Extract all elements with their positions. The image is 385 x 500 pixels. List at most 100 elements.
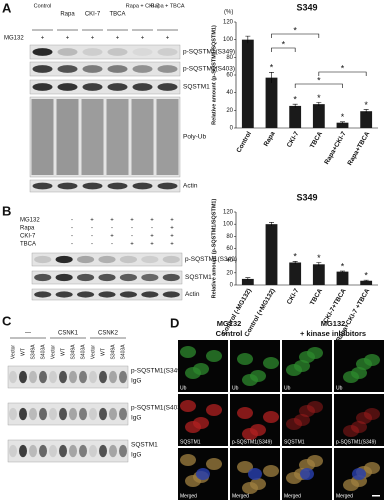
row-label: Rapa bbox=[20, 226, 35, 232]
cell bbox=[356, 358, 372, 370]
band bbox=[55, 255, 73, 264]
error-bar bbox=[340, 121, 345, 124]
y-tick-label: 120 bbox=[223, 210, 234, 216]
band bbox=[82, 65, 103, 73]
sign: + bbox=[130, 242, 134, 248]
error-bar bbox=[269, 72, 274, 83]
band bbox=[82, 83, 103, 91]
treatment-label: MG132 bbox=[4, 36, 24, 42]
band bbox=[57, 83, 78, 91]
lane-label: S403A bbox=[120, 344, 126, 360]
band bbox=[57, 48, 78, 56]
band bbox=[157, 83, 178, 91]
band bbox=[57, 182, 78, 190]
band bbox=[82, 182, 103, 190]
cell bbox=[185, 475, 201, 487]
igg-label: IgG bbox=[131, 452, 141, 459]
band bbox=[69, 370, 77, 384]
band bbox=[39, 407, 47, 421]
band bbox=[99, 444, 107, 458]
panel-label: C bbox=[2, 313, 12, 328]
cell bbox=[286, 364, 302, 376]
band bbox=[49, 407, 57, 421]
micrograph bbox=[334, 394, 384, 446]
error-bar bbox=[245, 35, 251, 44]
band bbox=[162, 255, 180, 264]
band bbox=[29, 407, 37, 421]
cell bbox=[242, 482, 258, 494]
band bbox=[119, 444, 127, 458]
band bbox=[32, 83, 53, 91]
bracket bbox=[318, 71, 367, 76]
lane-label: WT bbox=[60, 348, 66, 356]
x-tick-label: Rapa bbox=[263, 130, 277, 148]
band bbox=[98, 255, 116, 264]
blot-label: SQSTM1 bbox=[131, 442, 158, 449]
error-bar bbox=[269, 222, 274, 226]
micrograph-label: Merged bbox=[284, 493, 301, 499]
sign: + bbox=[116, 36, 120, 42]
band bbox=[32, 182, 53, 190]
band bbox=[141, 273, 159, 282]
blot bbox=[7, 439, 129, 463]
micrograph-label: Ub bbox=[284, 385, 291, 391]
group-label: — bbox=[25, 331, 31, 337]
significance: * bbox=[364, 271, 368, 281]
bracket bbox=[271, 33, 320, 38]
bracket-label: * bbox=[293, 25, 297, 35]
nucleus bbox=[300, 468, 314, 480]
sign: + bbox=[170, 234, 174, 240]
cell bbox=[263, 357, 279, 369]
band bbox=[98, 291, 116, 298]
band bbox=[99, 370, 107, 384]
error-bar bbox=[363, 279, 369, 282]
y-tick-label: 0 bbox=[230, 126, 234, 132]
sign: - bbox=[131, 234, 133, 240]
smear bbox=[131, 99, 154, 175]
sign: + bbox=[110, 234, 114, 240]
band bbox=[157, 48, 178, 56]
lane-label: S349A bbox=[70, 344, 76, 360]
blot bbox=[7, 365, 129, 389]
blot-label: p-SQSTM1(S349) bbox=[131, 368, 183, 375]
band bbox=[107, 48, 128, 56]
bracket bbox=[294, 83, 343, 88]
band bbox=[132, 48, 153, 56]
band bbox=[132, 83, 153, 91]
bar bbox=[360, 280, 373, 285]
band bbox=[49, 370, 57, 384]
sign: + bbox=[110, 218, 114, 224]
micrograph bbox=[282, 394, 332, 446]
cell bbox=[180, 454, 196, 466]
micrograph-label: Ub bbox=[180, 385, 187, 391]
band bbox=[119, 407, 127, 421]
band bbox=[132, 65, 153, 73]
band bbox=[32, 48, 53, 56]
cell bbox=[299, 351, 315, 363]
column-title: MG132 bbox=[217, 319, 242, 328]
column-title: MG132 bbox=[321, 319, 346, 328]
band bbox=[141, 255, 159, 264]
band bbox=[69, 407, 77, 421]
cell bbox=[237, 407, 253, 419]
significance: * bbox=[270, 63, 274, 73]
blot bbox=[29, 44, 181, 60]
sign: + bbox=[66, 36, 70, 42]
band bbox=[79, 370, 87, 384]
blot-label: SQSTM1 bbox=[185, 274, 212, 281]
sign: - bbox=[91, 242, 93, 248]
error-bar bbox=[245, 277, 251, 281]
blot-label: SQSTM1 bbox=[183, 84, 210, 91]
cell bbox=[206, 458, 222, 470]
bracket-label: * bbox=[341, 63, 345, 73]
y-tick-label: 40 bbox=[226, 258, 233, 264]
panel-label: D bbox=[170, 315, 179, 330]
band bbox=[77, 273, 95, 282]
micrograph-label: SQSTM1 bbox=[180, 439, 201, 445]
panel-label: A bbox=[2, 0, 12, 15]
sign: + bbox=[150, 242, 154, 248]
band bbox=[9, 444, 17, 458]
sign: - bbox=[91, 234, 93, 240]
lane-label: Control bbox=[34, 3, 52, 9]
error-bar bbox=[292, 260, 298, 264]
